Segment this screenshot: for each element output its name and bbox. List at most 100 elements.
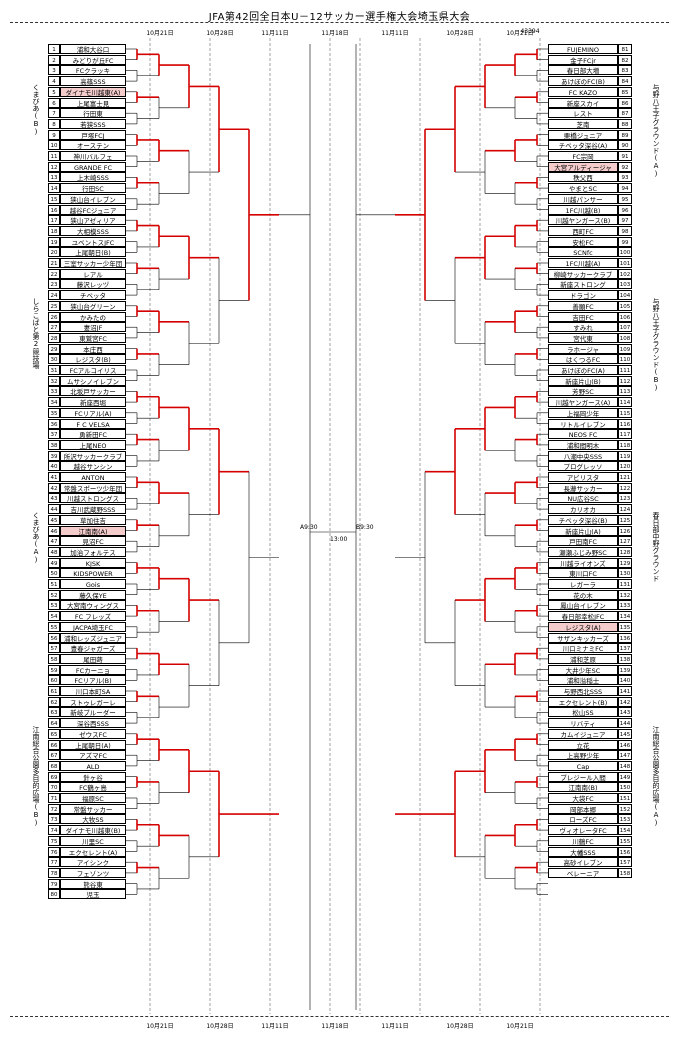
seed-number: 80 [48,889,60,900]
seed-number: 76 [48,846,60,857]
seed-number: 143 [618,707,632,718]
venue-label: くまびあ(B) [32,84,40,136]
team-name: 新座ストロング [548,279,618,290]
team-name: 浦和間明木 [548,439,618,450]
team-name: ヴィオレータFC [548,825,618,836]
seed-number: 31 [48,365,60,375]
team-name: すみれ [548,322,618,333]
team-name: FC宗岡 [548,151,618,161]
team-name: 妻沼JF [60,322,126,333]
venue-label: しらこばと第2競技場 [32,298,40,369]
seed-number: 70 [48,782,60,793]
seed-number: 51 [48,579,60,589]
code-label: 43394 [520,28,540,35]
team-name: 熊谷東 [60,878,126,889]
seed-number: 11 [48,151,60,161]
seed-number: 18 [48,225,60,236]
top-divider [10,22,669,23]
team-name: ムサシノイレブン [60,375,126,386]
seed-number: 32 [48,375,60,386]
team-name: 高砂イレブン [548,857,618,868]
team-name: ダイナモ川越東(A) [60,86,126,97]
team-name: 東鷲宮FC [60,332,126,343]
seed-number: 94 [618,183,632,194]
team-name: 新座スカイ [548,97,618,108]
team-name: 芝南 [548,118,618,129]
team-name: JACPA埼玉FC [60,621,126,632]
team-name: エクセレント(A) [60,846,126,857]
seed-number: 139 [618,664,632,675]
team-name: 川越パンサー [548,193,618,204]
date-label: 10月28日 [206,1023,234,1030]
seed-number: 150 [618,782,632,793]
team-name: 鳳山台イレブン [548,600,618,611]
seed-number: 58 [48,653,60,664]
team-name: 大牧SS [60,814,126,825]
seed-number: 72 [48,803,60,814]
seed-number: 88 [618,118,632,129]
team-name: ローズFC [548,814,618,825]
team-name: 大宮アルディージャ [548,161,618,172]
team-name: 藤沢レッヅ [60,279,126,290]
date-label: 10月28日 [206,30,234,37]
team-name: 上尾朝日(A) [60,739,126,750]
team-name: 江南南(B) [548,782,618,793]
seed-number: 86 [618,97,632,108]
team-name: 柳崎サッカークラブ [548,268,618,279]
final-time: 13:00 [330,536,348,543]
seed-number: 105 [618,300,632,311]
team-name: 所沢サッカークラブ [60,450,126,461]
team-name: みどりが丘FC [60,54,126,65]
seed-number: 61 [48,686,60,696]
team-name: 児玉 [60,889,126,900]
team-name: 本庄西 [60,343,126,354]
team-name: 加治フォルテス [60,546,126,557]
date-label: 10月21日 [506,1023,534,1030]
team-name: 吉田FC [548,311,618,322]
date-label: 10月28日 [446,1023,474,1030]
seed-number: 137 [618,643,632,654]
seed-number: 122 [618,482,632,493]
seed-number: 21 [48,258,60,268]
team-name: 上尾朝日(B) [60,247,126,258]
date-label: 11月11日 [381,1023,409,1030]
seed-number: 154 [618,825,632,836]
team-name: 神川バルフェ [60,151,126,161]
seed-number: 93 [618,172,632,183]
team-name: 狭山台グリーン [60,300,126,311]
seed-number: 35 [48,407,60,418]
seed-number: 5 [48,86,60,97]
seed-number: 48 [48,546,60,557]
seed-number: 149 [618,771,632,782]
team-name: リトルイレブン [548,418,618,429]
team-name: 松山SS [548,707,618,718]
seed-number: 56 [48,632,60,643]
team-name: Cap [548,760,618,771]
team-name: レガーラ [548,579,618,589]
seed-number: 99 [618,236,632,247]
team-name: 川口ミナミFC [548,643,618,654]
team-name: 浦和芝原 [548,653,618,664]
seed-number: 71 [48,793,60,803]
seed-number: 43 [48,493,60,504]
team-name: 新岐ブルーダー [60,707,126,718]
team-name: エクセレント(B) [548,696,618,707]
team-name: SCNfc [548,247,618,258]
team-name: 芳野SC [548,386,618,397]
team-name: チベッタ深谷(B) [548,514,618,525]
team-name: はくつるFC [548,354,618,365]
seed-number: 23 [48,279,60,290]
seed-number: 15 [48,193,60,204]
seed-number: 114 [618,397,632,408]
seed-number: 148 [618,760,632,771]
team-name: 大相模SSS [60,225,126,236]
team-name: 尾田蒔 [60,653,126,664]
seed-number: 138 [618,653,632,664]
team-name: FC鶴ヶ島 [60,782,126,793]
seed-number: 126 [618,525,632,536]
team-name: 長瀞サッカー [548,482,618,493]
team-name: レアル [60,268,126,279]
team-name: 行田SC [60,183,126,194]
team-name: ラホージャ [548,343,618,354]
